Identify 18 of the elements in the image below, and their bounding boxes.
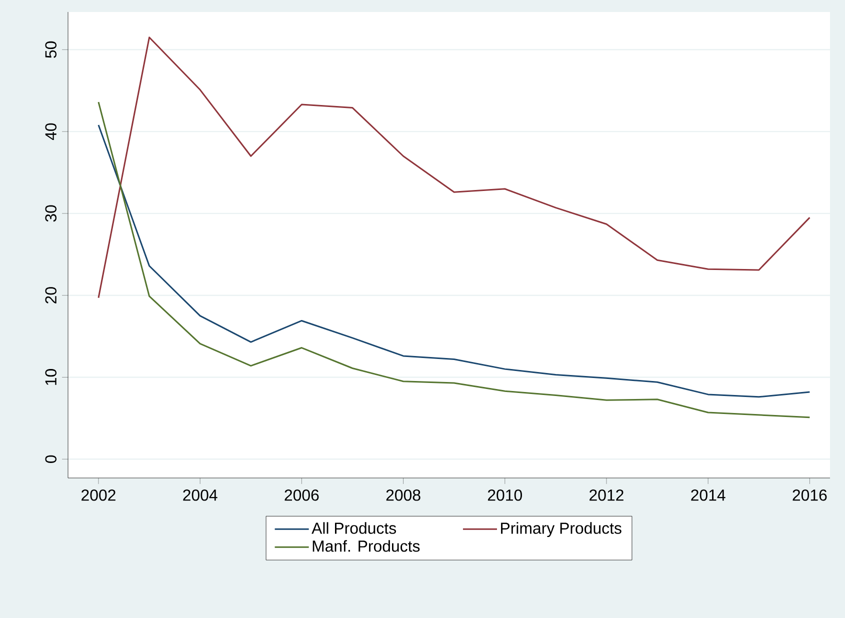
legend-label: All Products bbox=[312, 522, 396, 534]
x-tick-label: 2008 bbox=[386, 490, 420, 501]
y-tick-label: 0 bbox=[45, 455, 57, 463]
y-tick-label: 20 bbox=[45, 287, 57, 304]
x-tick-label: 2004 bbox=[183, 490, 218, 501]
y-tick-label: 30 bbox=[45, 205, 57, 222]
x-tick-label: 2014 bbox=[691, 490, 726, 501]
y-tick-label: 40 bbox=[45, 123, 57, 140]
x-tick-label: 2002 bbox=[82, 490, 116, 501]
y-tick-label: 50 bbox=[45, 41, 57, 58]
x-tick-label: 2006 bbox=[284, 490, 319, 501]
x-tick-label: 2016 bbox=[792, 490, 827, 501]
x-tick-label: 2010 bbox=[488, 490, 522, 501]
legend-label: Primary Products bbox=[501, 522, 622, 538]
legend-label: Manf. Products bbox=[312, 540, 420, 552]
x-tick-label: 2012 bbox=[590, 490, 624, 501]
y-tick-label: 10 bbox=[45, 369, 57, 385]
line-series bbox=[98, 36, 810, 299]
